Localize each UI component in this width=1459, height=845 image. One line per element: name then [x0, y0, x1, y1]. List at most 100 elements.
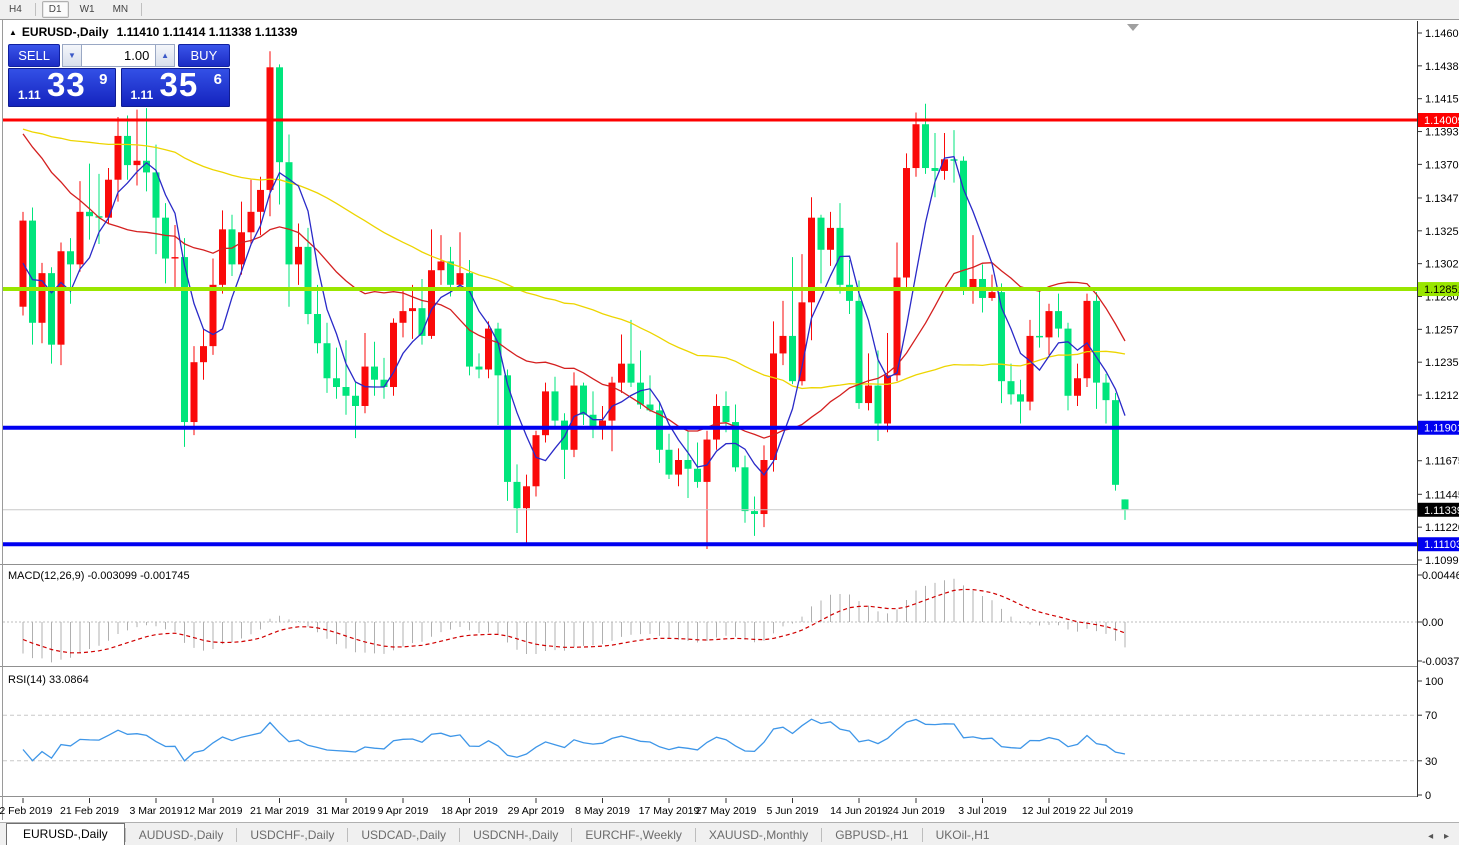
svg-text:1.10995: 1.10995	[1425, 555, 1459, 567]
buy-price-big-digits: 35	[159, 66, 199, 103]
chart-tab-xauusd[interactable]: XAUUSD-,Monthly	[708, 828, 809, 842]
candle	[304, 227, 312, 325]
svg-text:1.13250: 1.13250	[1425, 226, 1459, 238]
candle	[29, 207, 36, 345]
candle	[409, 284, 416, 339]
candle	[893, 242, 901, 382]
chart-symbol-period: EURUSD-,Daily	[21, 25, 109, 39]
svg-text:1.14605: 1.14605	[1425, 28, 1459, 40]
candle	[827, 211, 834, 266]
chart-tab-usdcad[interactable]: USDCAD-,Daily	[361, 828, 447, 842]
candle	[494, 322, 502, 425]
sell-button[interactable]: SELL	[8, 44, 61, 67]
candle	[713, 394, 720, 450]
candle	[865, 353, 872, 411]
collapse-panel-icon[interactable]: ▲	[9, 28, 17, 37]
candle	[228, 214, 236, 277]
candle	[846, 260, 853, 315]
macd-pane[interactable]	[3, 566, 1417, 666]
svg-text:1.13705: 1.13705	[1425, 159, 1459, 171]
volume-increase-button[interactable]: ▲	[155, 44, 175, 67]
candle	[789, 257, 796, 385]
price-axis[interactable]	[1418, 21, 1459, 797]
chart-tab-usdchf[interactable]: USDCHF-,Daily	[250, 828, 335, 842]
candle	[152, 144, 160, 255]
volume-input[interactable]: 1.00	[81, 44, 156, 67]
date-label: 12 Feb 2019	[0, 805, 53, 817]
one-click-trading-panel: SELL ▼ 1.00 ▲ BUY 1.11 33 9 1.11 35 6	[8, 44, 231, 107]
volume-decrease-button[interactable]: ▼	[62, 44, 82, 67]
tab-divider	[571, 828, 573, 842]
candle	[466, 260, 473, 376]
price-axis-ticks: 1.14605 1.14380 1.14155 1.13930 1.13705 1.134…	[1417, 28, 1459, 567]
rsi-indicator-label: RSI(14) 33.0864	[8, 674, 89, 686]
tab-divider	[694, 828, 696, 842]
candle	[770, 321, 777, 472]
candle	[285, 134, 293, 307]
chart-tabs-bar: EURUSD-,Daily AUDUSD-,Daily USDCHF-,Daily U…	[0, 822, 1459, 845]
timeframe-button-d1[interactable]: D1	[41, 1, 69, 18]
chart-shift-marker-icon[interactable]	[1127, 24, 1139, 31]
buy-button[interactable]: BUY	[177, 44, 231, 67]
candle	[532, 430, 540, 497]
ohlc-quote-values: 1.11410 1.11414 1.11338 1.11339	[116, 25, 298, 39]
candle	[703, 430, 711, 550]
macd-scale-label: 0.004465	[1422, 570, 1459, 582]
date-label: 9 Apr 2019	[378, 805, 429, 817]
svg-text:1.12350: 1.12350	[1425, 357, 1459, 369]
sell-price-box[interactable]: 1.11 33 9	[8, 66, 116, 107]
rsi-pane[interactable]	[3, 668, 1417, 796]
price-badge-1.11103: 1.11103	[1418, 537, 1459, 552]
price-badge-1.14009: 1.14009	[1418, 113, 1459, 128]
date-label: 12 Jul 2019	[1022, 805, 1076, 817]
candle	[580, 382, 587, 425]
candle	[475, 353, 483, 379]
candle	[390, 318, 397, 396]
timeframe-button-h4[interactable]: H4	[9, 4, 22, 15]
chart-tab-audusd[interactable]: AUDUSD-,Daily	[138, 828, 224, 842]
chart-tab-eurchf[interactable]: EURCHF-,Weekly	[585, 828, 682, 842]
date-label: 8 May 2019	[575, 805, 630, 817]
date-label: 21 Mar 2019	[250, 805, 309, 817]
candle	[190, 346, 198, 436]
timeframe-toolbar: H4 D1 W1 MN	[0, 0, 1459, 20]
svg-text:1.11220: 1.11220	[1425, 522, 1459, 534]
candle	[1045, 303, 1053, 355]
candle	[637, 350, 644, 409]
date-label: 24 Jun 2019	[887, 805, 945, 817]
date-label: 17 May 2019	[639, 805, 700, 817]
macd-signal-line	[22, 588, 1126, 654]
chart-tab-ukoil[interactable]: UKOil-,H1	[935, 828, 990, 842]
candle	[333, 347, 340, 399]
sell-price-pip-digit: 9	[99, 71, 108, 88]
date-label: 3 Mar 2019	[129, 805, 182, 817]
candle	[105, 168, 112, 224]
timeframe-button-mn[interactable]: MN	[112, 4, 129, 15]
candle	[675, 448, 682, 487]
candle	[903, 153, 910, 290]
candle	[323, 322, 331, 393]
timeframe-button-w1[interactable]: W1	[79, 4, 95, 15]
candle	[741, 455, 749, 523]
svg-text:1.11675: 1.11675	[1425, 456, 1459, 468]
date-label: 31 Mar 2019	[317, 805, 376, 817]
candle	[209, 258, 217, 355]
tab-divider	[124, 828, 126, 842]
candle	[57, 242, 65, 366]
chart-tab-usdcnh[interactable]: USDCNH-,Daily	[473, 828, 559, 842]
candle	[219, 210, 226, 294]
candle	[1102, 373, 1110, 424]
buy-price-prefix: 1.11	[130, 88, 154, 102]
candle	[618, 334, 625, 393]
buy-price-box[interactable]: 1.11 35 6	[120, 66, 230, 107]
candle	[133, 109, 141, 186]
candle	[912, 112, 920, 177]
candle	[722, 391, 730, 433]
chart-tab-eurusd[interactable]: EURUSD-,Daily	[6, 823, 125, 845]
tab-divider	[236, 828, 238, 842]
chart-tab-gbpusd[interactable]: GBPUSD-,H1	[835, 828, 909, 842]
tab-scroll-arrows[interactable]: ◂ ▸	[1428, 831, 1453, 842]
candle	[1064, 322, 1072, 411]
svg-text:1.14009: 1.14009	[1424, 115, 1459, 127]
